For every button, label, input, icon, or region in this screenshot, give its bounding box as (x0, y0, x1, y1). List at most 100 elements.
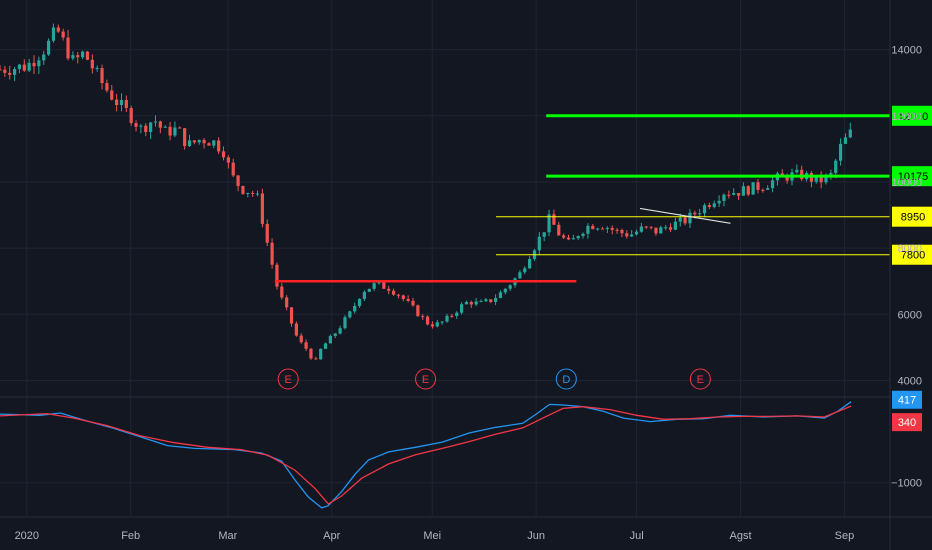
candle-body (469, 302, 473, 305)
candle-body (615, 229, 619, 231)
level-label-box (892, 244, 932, 265)
candle-body (314, 358, 318, 360)
candle-body (717, 200, 721, 204)
event-circle (415, 368, 437, 390)
candle-body (746, 186, 750, 195)
candle-body (309, 348, 313, 359)
candle-body (187, 140, 192, 147)
candle-body (518, 272, 522, 279)
event-label: E (422, 374, 429, 386)
time-tick-label: Apr (323, 530, 340, 542)
candle-body (338, 328, 342, 334)
candle-body (226, 157, 230, 163)
candle-body (144, 125, 148, 132)
time-tick-label: 2020 (15, 530, 39, 542)
candle-body (66, 37, 70, 59)
candle-body (61, 31, 65, 38)
macd-badge-box (892, 390, 922, 409)
event-marker-dividend[interactable]: D (555, 368, 577, 390)
candle-body (27, 62, 31, 71)
candle-body (634, 231, 639, 235)
time-tick-label: Agst (730, 530, 752, 542)
candle-body (508, 285, 512, 289)
price-levels (274, 114, 890, 283)
candle-body (741, 186, 746, 196)
candle-body (659, 227, 663, 234)
candle-body (430, 324, 435, 327)
candle-body (664, 227, 668, 229)
candle-body (542, 232, 546, 237)
candle-body (17, 64, 22, 70)
macd-series-line (0, 405, 852, 505)
candle-body (260, 193, 264, 224)
candle-body (411, 300, 415, 306)
candle-body (12, 69, 17, 75)
candle-body (576, 236, 580, 239)
candle-body (766, 188, 770, 190)
candle-body (3, 69, 7, 73)
candle-body (81, 51, 85, 58)
event-marker-earnings[interactable]: E (277, 368, 299, 390)
candles (0, 23, 852, 360)
candle-body (178, 127, 182, 129)
event-circle (555, 368, 577, 390)
candle-body (566, 237, 571, 240)
candle-body (591, 225, 595, 230)
candle-body (654, 227, 658, 234)
candle-body (581, 233, 585, 237)
candle-body (110, 90, 114, 100)
level-label-text: 12000 (898, 111, 929, 123)
candle-body (299, 335, 303, 343)
time-tick-label: Jul (630, 530, 644, 542)
macd-badge-text: 340 (898, 417, 916, 429)
event-label: E (285, 374, 292, 386)
candle-body (814, 176, 818, 182)
grid (0, 0, 890, 517)
candle-body (727, 194, 731, 196)
candle-body (586, 225, 590, 234)
candle-body (459, 304, 464, 313)
candle-body (353, 305, 357, 312)
candle-body (323, 343, 328, 349)
price-axis[interactable]: 12000 10175 8950 7800 4000 6000 8000 10000 12000… (891, 45, 932, 490)
candle-body (668, 227, 673, 230)
event-marker-earnings[interactable]: E (415, 368, 437, 390)
level-label-text: 7800 (901, 250, 925, 262)
candle-body (95, 68, 99, 70)
candle-body (761, 189, 765, 191)
price-tick-label: 10000 (891, 177, 922, 189)
candle-body (173, 127, 177, 136)
candle-body (562, 235, 566, 238)
candle-body (484, 299, 488, 302)
candle-body (149, 122, 153, 132)
candle-body (56, 27, 60, 32)
candle-body (192, 140, 196, 143)
trendline[interactable] (639, 207, 731, 224)
candle-body (22, 64, 26, 71)
level-price-label: 10175 (892, 166, 932, 187)
candle-body (8, 72, 12, 75)
candle-body (275, 264, 279, 287)
candle-body (241, 186, 245, 194)
candle-body (644, 226, 648, 228)
candle-body (304, 342, 308, 349)
event-label: D (562, 374, 570, 386)
candle-body (639, 226, 643, 232)
time-tick-label: Sep (835, 530, 855, 542)
macd-value-badge: 417 (892, 390, 922, 409)
candle-body (683, 217, 687, 224)
candle-body (450, 315, 454, 317)
macd-value-badge: 340 (892, 413, 922, 432)
candle-body (770, 180, 775, 189)
level-price-label: 12000 (892, 105, 932, 126)
candle-body (528, 258, 532, 269)
candle-body (115, 99, 119, 106)
candle-body (212, 140, 216, 146)
event-marker-earnings[interactable]: E (689, 368, 711, 390)
candle-body (207, 143, 211, 146)
candle-body (270, 242, 274, 265)
candle-body (435, 322, 439, 327)
